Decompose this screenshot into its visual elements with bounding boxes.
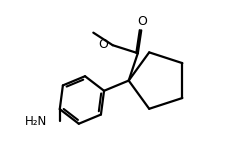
Text: O: O	[137, 15, 147, 28]
Text: O: O	[97, 38, 107, 51]
Text: H₂N: H₂N	[25, 115, 47, 128]
